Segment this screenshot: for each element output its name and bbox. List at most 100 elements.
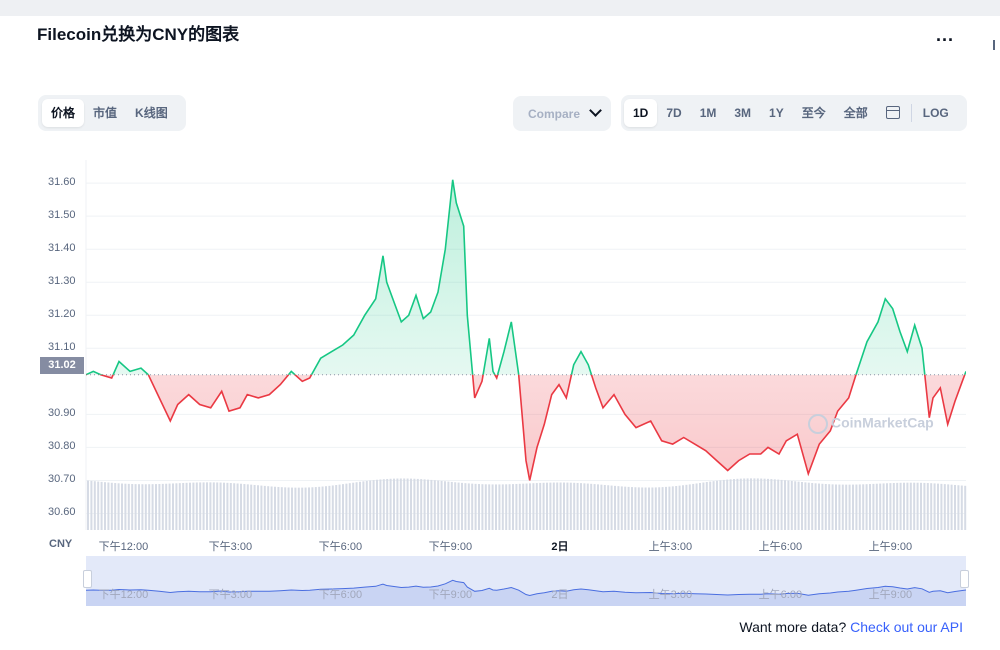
- y-tick-label: 31.10: [48, 341, 76, 354]
- volume-bar: [379, 479, 382, 530]
- currency-label: CNY: [49, 538, 73, 550]
- tab-candlestick[interactable]: K线图: [135, 106, 168, 120]
- bracket-icon: [993, 40, 1000, 50]
- tab-3m[interactable]: 3M: [734, 106, 752, 120]
- volume-bar: [651, 487, 654, 530]
- x-tick-label: 上午9:00: [868, 541, 913, 553]
- volume-bar: [260, 485, 263, 530]
- compare-select[interactable]: Compare 1: [513, 96, 611, 131]
- volume-bar: [644, 487, 647, 530]
- tab-1y[interactable]: 1Y: [769, 106, 784, 120]
- volume-bar: [848, 484, 851, 530]
- api-link[interactable]: Check out our API: [850, 619, 963, 635]
- volume-bar: [597, 484, 599, 530]
- volume-bar: [161, 483, 164, 530]
- volume-bar: [614, 485, 616, 530]
- volume-bar: [960, 485, 963, 530]
- tab-1d[interactable]: 1D: [624, 99, 658, 127]
- volume-bar: [688, 484, 691, 530]
- volume-bar: [138, 484, 140, 530]
- log-toggle[interactable]: LOG: [922, 106, 949, 120]
- volume-bar: [773, 479, 776, 530]
- volume-bar: [498, 484, 501, 530]
- volume-bar: [284, 487, 287, 530]
- volume-bar: [760, 478, 763, 530]
- more-options-button[interactable]: ...: [936, 25, 955, 45]
- volume-bar: [100, 481, 103, 530]
- tab-market-cap[interactable]: 市值: [93, 106, 118, 120]
- volume-bar: [423, 479, 426, 530]
- volume-bar: [420, 479, 423, 530]
- coinmarketcap-logo-icon: [808, 414, 828, 434]
- volume-bar: [348, 483, 351, 530]
- volume-bar: [175, 483, 178, 530]
- volume-bar: [263, 485, 266, 530]
- y-tick-label: 31.40: [48, 242, 76, 255]
- volume-bar: [862, 484, 865, 530]
- volume-bar: [331, 485, 334, 530]
- volume-bar: [865, 484, 868, 530]
- y-tick-label: 31.20: [48, 308, 76, 321]
- navigator-area: [86, 580, 966, 606]
- volume-bar: [495, 484, 497, 530]
- volume-bar: [756, 478, 759, 530]
- volume-bar: [437, 480, 440, 530]
- navigator-tick-label: 2日: [551, 589, 568, 601]
- volume-bar: [491, 484, 494, 530]
- volume-bar: [682, 485, 684, 530]
- volume-bar: [206, 482, 208, 530]
- volume-bar: [763, 478, 766, 530]
- volume-bar: [141, 484, 144, 530]
- volume-bar: [797, 481, 800, 530]
- volume-bar: [277, 486, 280, 530]
- volume-bar: [593, 484, 596, 530]
- volume-bar: [950, 484, 953, 530]
- volume-bar: [801, 481, 803, 530]
- volume-bar: [899, 482, 902, 530]
- tab-all[interactable]: 全部: [843, 106, 868, 120]
- volume-bar: [648, 487, 650, 530]
- volume-bar: [270, 486, 273, 530]
- x-tick-label: 上午3:00: [648, 541, 693, 553]
- volume-bar: [631, 487, 633, 530]
- volume-bar: [199, 482, 202, 530]
- tab-7d[interactable]: 7D: [666, 106, 682, 120]
- calendar-button[interactable]: [877, 99, 909, 127]
- volume-bar: [930, 483, 933, 530]
- volume-bar: [668, 486, 671, 530]
- tab-price[interactable]: 价格: [42, 99, 85, 127]
- volume-bar: [896, 482, 899, 530]
- chart-title: Filecoin兑换为CNY的图表: [37, 25, 240, 44]
- volume-bar: [583, 483, 586, 530]
- volume-bar: [750, 478, 752, 530]
- volume-bar: [226, 482, 229, 530]
- volume-bar: [909, 482, 912, 530]
- volume-bar: [522, 483, 525, 530]
- volume-bar: [940, 483, 943, 530]
- volume-bar: [454, 482, 457, 530]
- volume-bar: [250, 484, 253, 530]
- volume-bar: [287, 487, 290, 530]
- volume-bar: [93, 481, 96, 530]
- navigator-tick-label: 下午12:00: [99, 588, 149, 601]
- volume-bar: [872, 483, 875, 530]
- volume-bar: [590, 483, 593, 530]
- volume-bar: [607, 485, 610, 530]
- volume-bar: [777, 479, 780, 530]
- volume-bar: [182, 482, 185, 530]
- volume-bar: [665, 486, 667, 530]
- navigator-left-handle[interactable]: [83, 570, 92, 588]
- volume-bar: [903, 482, 905, 530]
- volume-bar: [852, 484, 854, 530]
- volume-bar: [580, 483, 582, 530]
- navigator-right-handle[interactable]: [960, 570, 969, 588]
- volume-bar: [155, 484, 157, 530]
- tab-ytd[interactable]: 至今: [801, 106, 826, 120]
- volume-bar: [165, 483, 168, 530]
- volume-bar: [144, 484, 147, 530]
- volume-bar: [403, 478, 406, 530]
- volume-bar: [818, 483, 820, 530]
- volume-bar: [705, 482, 708, 530]
- tab-1m[interactable]: 1M: [699, 106, 717, 120]
